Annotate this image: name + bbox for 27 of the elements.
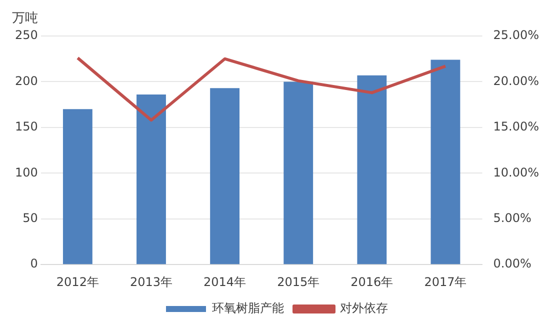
y-axis-title: 万吨 [12,10,38,26]
y2-tick-label: 20.00% [493,74,540,88]
y-tick-label: 200 [15,74,38,88]
bar [136,94,166,264]
y-tick-label: 100 [15,165,38,180]
x-tick-label: 2012年 [56,274,99,289]
bar [284,82,314,264]
y2-tick-label: 5.00% [493,211,532,226]
y-tick-label: 0 [30,256,38,271]
y-tick-label: 250 [15,28,38,42]
y2-tick-label: 0.00% [493,256,532,271]
x-tick-label: 2016年 [350,274,394,289]
legend-label: 环氧树脂产能 [212,301,284,316]
bar [210,88,240,264]
x-tick-label: 2015年 [277,274,320,289]
y2-tick-label: 25.00% [493,28,540,42]
y2-tick-label: 10.00% [493,165,540,180]
legend-label: 对外依存 [340,301,388,316]
y2-tick-label: 15.00% [493,120,540,134]
bar [62,109,92,264]
x-tick-label: 2017年 [424,274,467,289]
x-tick-label: 2013年 [130,274,173,289]
y-tick-label: 150 [15,120,38,134]
bar [430,60,460,264]
y-tick-label: 50 [22,211,38,226]
x-tick-label: 2014年 [204,274,246,289]
bar [357,75,387,264]
